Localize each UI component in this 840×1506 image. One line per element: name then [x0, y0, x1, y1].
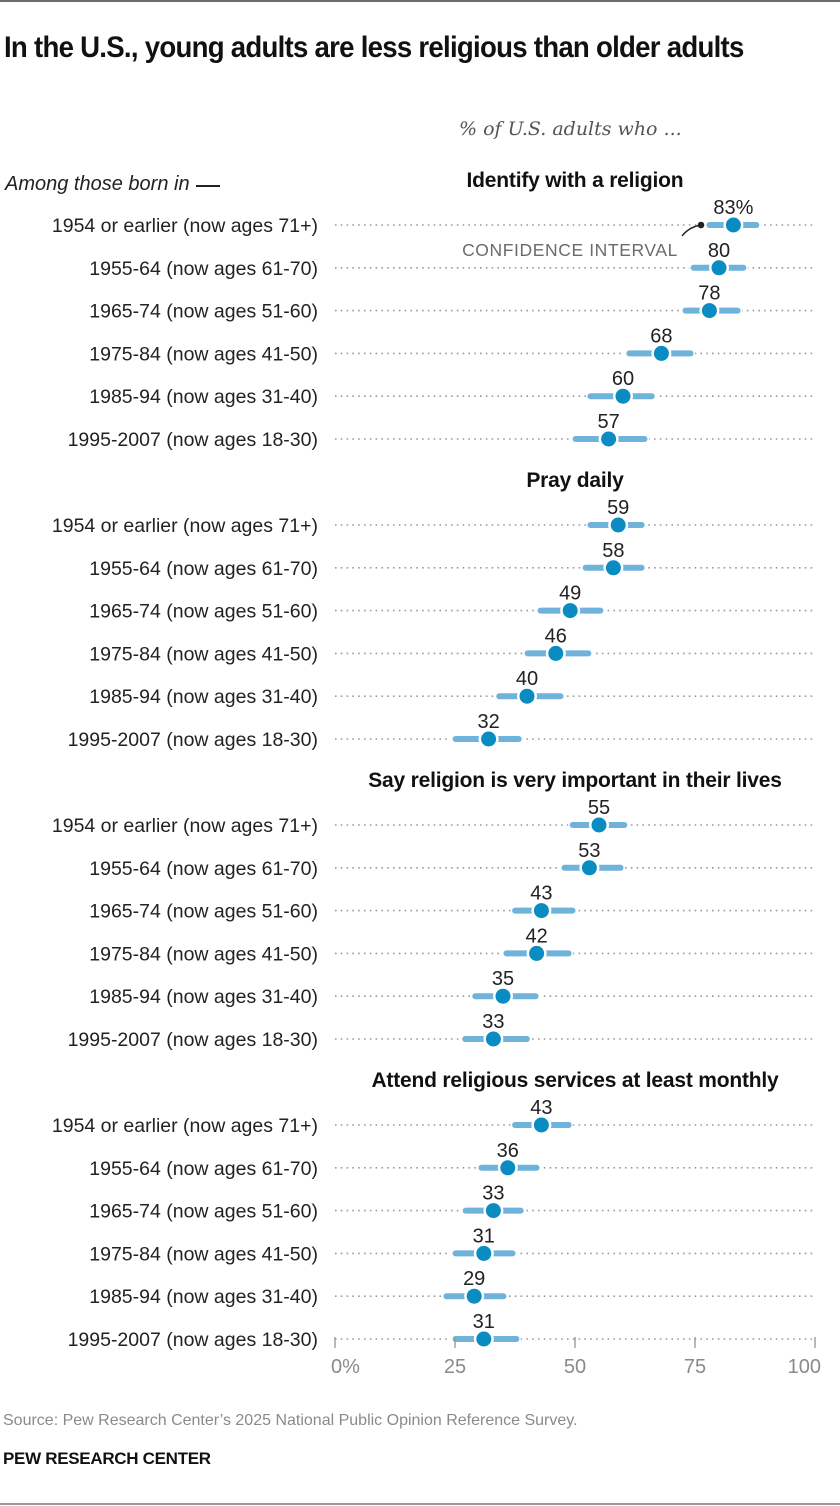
data-label: 33: [482, 1011, 504, 1033]
row-label: 1975-84 (now ages 41-50): [89, 943, 318, 965]
x-tick-label: 50: [564, 1356, 586, 1378]
row-label: 1985-94 (now ages 31-40): [89, 386, 318, 408]
data-label: 49: [559, 583, 581, 605]
row-label: 1995-2007 (now ages 18-30): [68, 1029, 318, 1051]
data-point: [548, 645, 564, 661]
row-label: 1955-64 (now ages 61-70): [89, 558, 318, 580]
brand-logo-text: PEW RESEARCH CENTER: [3, 1449, 211, 1468]
row-label: 1954 or earlier (now ages 71+): [52, 1115, 318, 1137]
data-label: 43: [530, 883, 552, 905]
data-point: [533, 1117, 549, 1133]
data-point: [476, 1245, 492, 1261]
data-label: 58: [602, 540, 624, 562]
data-label: 29: [463, 1268, 485, 1290]
data-point: [562, 603, 578, 619]
row-label: 1965-74 (now ages 51-60): [89, 901, 318, 923]
row-label: 1995-2007 (now ages 18-30): [68, 729, 318, 751]
data-point: [591, 817, 607, 833]
row-label: 1955-64 (now ages 61-70): [89, 258, 318, 280]
row-label: 1975-84 (now ages 41-50): [89, 1243, 318, 1265]
data-point: [615, 388, 631, 404]
row-label: 1954 or earlier (now ages 71+): [52, 215, 318, 237]
data-point: [500, 1160, 516, 1176]
row-label: 1965-74 (now ages 51-60): [89, 301, 318, 323]
row-label: 1955-64 (now ages 61-70): [89, 1158, 318, 1180]
panel-title: Identify with a religion: [467, 169, 684, 192]
data-label: 78: [698, 283, 720, 305]
panel-title: Say religion is very important in their …: [368, 769, 781, 792]
data-point: [581, 860, 597, 876]
data-point: [466, 1288, 482, 1304]
data-point: [605, 560, 621, 576]
data-point: [495, 988, 511, 1004]
data-label: 35: [492, 968, 514, 990]
row-label: 1985-94 (now ages 31-40): [89, 686, 318, 708]
data-label: 68: [650, 325, 672, 347]
data-point: [653, 345, 669, 361]
data-point: [533, 903, 549, 919]
data-point: [725, 217, 741, 233]
row-label: 1985-94 (now ages 31-40): [89, 986, 318, 1008]
row-label: 1954 or earlier (now ages 71+): [52, 815, 318, 837]
chart-subtitle: % of U.S. adults who ...: [459, 118, 682, 140]
row-label: 1965-74 (now ages 51-60): [89, 1201, 318, 1223]
data-label: 31: [473, 1225, 495, 1247]
data-label: 40: [516, 668, 538, 690]
row-label: 1954 or earlier (now ages 71+): [52, 515, 318, 537]
data-label: 31: [473, 1311, 495, 1333]
blank-line: [195, 185, 220, 187]
row-group-label-text: Among those born in: [5, 173, 190, 195]
row-label: 1975-84 (now ages 41-50): [89, 343, 318, 365]
row-label: 1985-94 (now ages 31-40): [89, 1286, 318, 1308]
data-label: 59: [607, 497, 629, 519]
data-point: [610, 517, 626, 533]
data-point: [701, 303, 717, 319]
x-tick-label: 75: [684, 1356, 706, 1378]
data-label: 33: [482, 1183, 504, 1205]
panel-title: Pray daily: [526, 469, 624, 492]
data-point: [529, 945, 545, 961]
row-label: 1975-84 (now ages 41-50): [89, 643, 318, 665]
data-label: 42: [525, 925, 547, 947]
row-label: 1995-2007 (now ages 18-30): [68, 429, 318, 451]
confidence-interval-annotation: CONFIDENCE INTERVAL: [462, 240, 678, 260]
x-tick-label: 100: [788, 1356, 821, 1378]
bottom-rule: [0, 1503, 840, 1505]
data-label: 36: [497, 1140, 519, 1162]
source-note: Source: Pew Research Center’s 2025 Natio…: [3, 1412, 578, 1429]
data-label: 80: [708, 240, 730, 262]
data-label: 32: [477, 711, 499, 733]
x-tick-label: 0%: [331, 1356, 360, 1378]
data-label: 53: [578, 840, 600, 862]
data-label: 57: [597, 411, 619, 433]
data-label: 46: [545, 625, 567, 647]
data-point: [476, 1331, 492, 1347]
data-label: 43: [530, 1097, 552, 1119]
data-point: [481, 731, 497, 747]
row-label: 1955-64 (now ages 61-70): [89, 858, 318, 880]
data-label: 60: [612, 368, 634, 390]
x-tick-label: 25: [444, 1356, 466, 1378]
data-point: [485, 1203, 501, 1219]
row-label: 1965-74 (now ages 51-60): [89, 601, 318, 623]
data-point: [485, 1031, 501, 1047]
panel-title: Attend religious services at least month…: [371, 1069, 779, 1092]
data-point: [711, 260, 727, 276]
top-rule: [0, 0, 840, 2]
annotation-pointer-line: [681, 224, 702, 237]
chart-title: In the U.S., young adults are less relig…: [4, 31, 744, 64]
data-point: [601, 431, 617, 447]
row-label: 1995-2007 (now ages 18-30): [68, 1329, 318, 1351]
data-point: [519, 688, 535, 704]
data-label: 55: [588, 797, 610, 819]
data-label: 83%: [713, 197, 753, 219]
row-group-label: Among those born in: [5, 173, 220, 196]
